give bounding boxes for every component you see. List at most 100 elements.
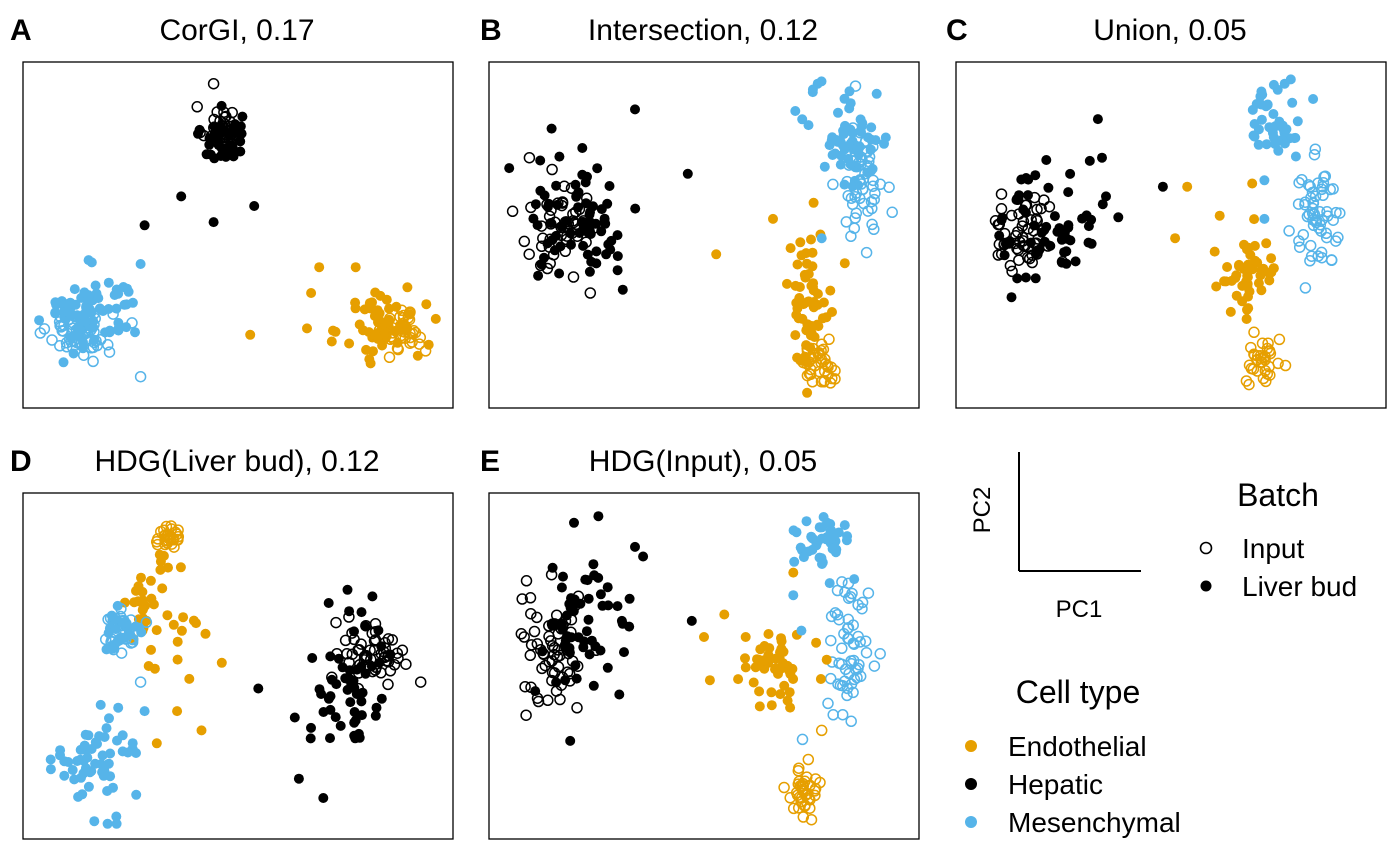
data-point-mesenchymal-input [868,660,881,672]
data-point-endothelial-liver-bud [775,689,786,700]
data-point-endothelial-input [797,356,810,369]
data-point-mesenchymal-input [848,638,860,650]
data-point-hepatic-input [339,634,352,647]
data-point-mesenchymal-liver-bud [99,732,110,742]
data-point-mesenchymal-liver-bud [89,816,100,827]
data-point-endothelial-liver-bud [754,701,765,712]
data-point-hepatic-input [995,188,1008,200]
data-point-endothelial-liver-bud [1266,253,1277,264]
data-point-mesenchymal-liver-bud [1257,89,1268,100]
panel-c: C Union, 0.05 [946,14,1387,409]
data-point-hepatic-liver-bud [595,589,606,600]
data-point-mesenchymal-liver-bud [90,280,101,291]
data-point-mesenchymal-input [841,682,854,695]
data-point-endothelial-liver-bud [809,332,820,342]
data-point-mesenchymal-input [829,607,842,619]
data-point-hepatic-liver-bud [638,551,649,562]
data-point-endothelial-liver-bud [794,293,805,303]
data-point-hepatic-liver-bud [307,653,318,663]
scatter-points-b [504,76,898,398]
data-point-mesenchymal-input [854,126,866,139]
data-point-endothelial-liver-bud [803,269,814,279]
data-point-hepatic-liver-bud [1113,212,1124,223]
data-point-mesenchymal-liver-bud [78,309,89,320]
data-point-endothelial-liver-bud [839,258,850,269]
data-point-hepatic-input [524,649,537,662]
data-point-hepatic-liver-bud [323,598,334,608]
data-point-endothelial-input [1272,357,1284,370]
legend-hepatic-label: Hepatic [1008,769,1103,800]
data-point-endothelial-input [152,533,164,545]
legend-endothelial-marker [965,740,977,752]
data-point-mesenchymal-input [868,223,880,236]
data-point-endothelial-liver-bud [768,213,778,224]
data-point-endothelial-input [815,724,828,737]
data-point-hepatic-liver-bud [325,651,336,662]
data-point-hepatic-liver-bud [360,668,371,679]
data-point-endothelial-input [801,369,814,382]
data-point-mesenchymal-liver-bud [838,125,849,136]
legend-batch-liverbud-marker [1200,580,1212,592]
data-point-endothelial-liver-bud [421,299,432,310]
data-point-mesenchymal-liver-bud [55,745,66,756]
data-point-mesenchymal-liver-bud [111,811,122,822]
data-point-hepatic-liver-bud [1063,222,1074,233]
data-point-mesenchymal-liver-bud [827,132,838,143]
data-point-mesenchymal-input [857,183,869,196]
data-point-hepatic-liver-bud [593,511,604,522]
data-point-endothelial-liver-bud [1242,304,1252,315]
data-point-endothelial-liver-bud [807,247,818,258]
data-point-hepatic-input [531,638,544,650]
data-point-mesenchymal-input [1317,189,1329,202]
data-point-hepatic-input [1010,230,1022,242]
data-point-hepatic-liver-bud [994,230,1005,241]
data-point-mesenchymal-input [867,174,879,187]
data-point-endothelial-liver-bud [740,662,751,673]
data-point-hepatic-liver-bud [583,614,594,625]
data-point-endothelial-liver-bud [784,687,795,698]
data-point-hepatic-liver-bud [1045,240,1056,251]
data-point-mesenchymal-liver-bud [34,315,45,326]
data-point-mesenchymal-input [846,198,859,211]
data-point-hepatic-liver-bud [570,660,581,671]
data-point-endothelial-liver-bud [801,325,812,336]
data-point-mesenchymal-liver-bud [62,306,73,317]
plot-frame-e [488,492,920,840]
data-point-hepatic-input [584,287,597,299]
data-point-hepatic-liver-bud [205,149,216,160]
data-point-mesenchymal-liver-bud [97,750,108,761]
data-point-mesenchymal-input [1319,170,1332,182]
data-point-endothelial-liver-bud [143,661,154,671]
data-point-endothelial-input [1273,333,1286,346]
data-point-mesenchymal-liver-bud [104,325,115,336]
data-point-mesenchymal-liver-bud [789,556,800,567]
data-point-mesenchymal-input [850,142,862,154]
data-point-hepatic-liver-bud [220,151,231,162]
data-point-endothelial-liver-bud [162,610,173,621]
data-point-mesenchymal-input [1315,246,1328,259]
data-point-endothelial-input [821,359,834,372]
data-point-mesenchymal-liver-bud [50,307,61,318]
panel-b: B Intersection, 0.12 [480,14,920,409]
data-point-endothelial-liver-bud [145,575,156,586]
axis-key: PC2 PC1 [969,452,1141,623]
data-point-endothelial-liver-bud [200,628,211,639]
data-point-mesenchymal-input [1306,186,1319,199]
data-point-hepatic-liver-bud [561,610,572,621]
data-point-hepatic-input [382,633,395,645]
data-point-mesenchymal-liver-bud [83,781,94,792]
data-point-mesenchymal-input [115,647,128,659]
data-point-endothelial-liver-bud [821,654,832,665]
legend-hepatic-marker [965,778,977,790]
data-point-mesenchymal-input [836,642,848,655]
data-point-mesenchymal-liver-bud [67,765,78,775]
data-point-mesenchymal-liver-bud [102,818,113,829]
data-point-endothelial-liver-bud [178,612,189,623]
data-point-mesenchymal-input [1305,250,1318,262]
data-point-hepatic-liver-bud [586,635,597,646]
data-point-hepatic-input [506,205,519,218]
data-point-hepatic-liver-bud [306,722,316,733]
data-point-hepatic-liver-bud [1061,246,1072,257]
panel-letter-b: B [480,14,502,47]
data-point-hepatic-input [524,592,537,604]
